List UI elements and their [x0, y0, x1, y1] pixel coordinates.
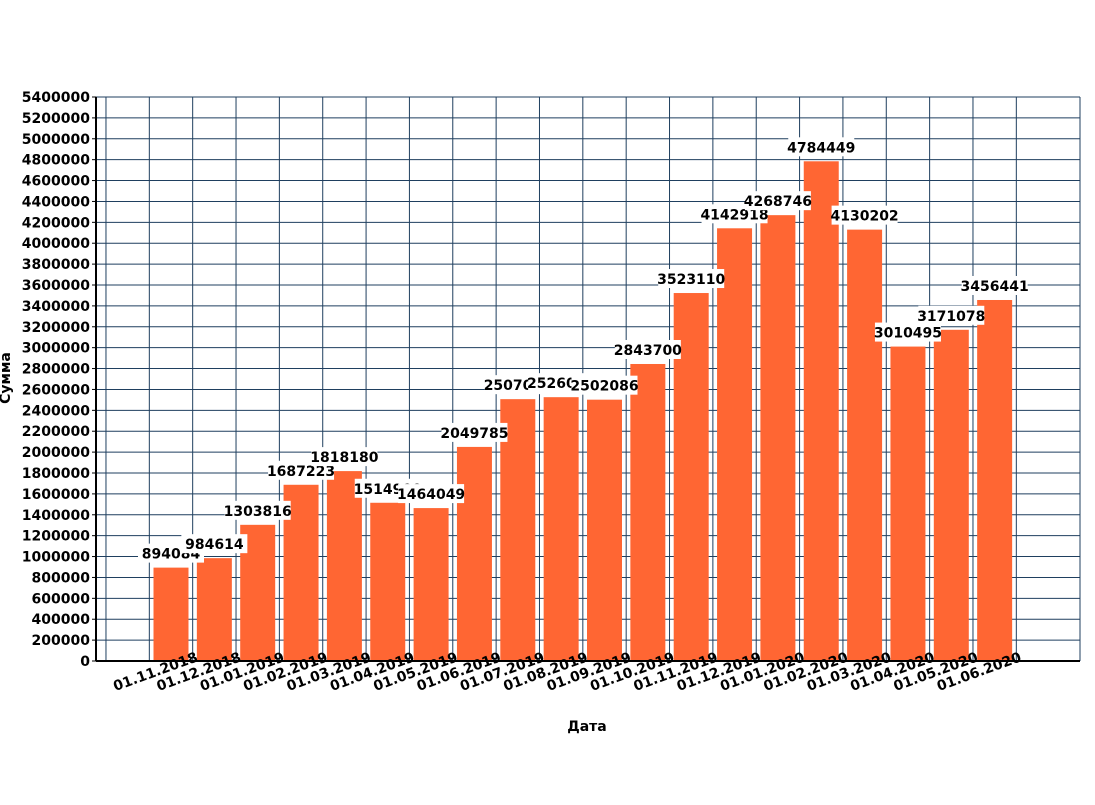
data-label-text: 4142918 — [700, 207, 768, 223]
bar — [803, 161, 839, 661]
bar — [890, 346, 926, 661]
bar — [717, 228, 753, 661]
data-label-text: 3456441 — [961, 279, 1029, 295]
data-label-box — [658, 269, 725, 289]
data-label-text: 1303816 — [224, 504, 292, 520]
data-label-text: 984614 — [185, 537, 244, 553]
y-tick-label: 2400000 — [22, 403, 90, 419]
data-label: 2843700 — [614, 339, 682, 359]
data-label-box — [571, 375, 638, 395]
data-label-text: 3171078 — [917, 309, 985, 325]
bar — [370, 502, 406, 661]
data-label: 1818180 — [310, 447, 379, 467]
y-tick-label: 2200000 — [22, 424, 90, 440]
bar — [196, 558, 232, 661]
data-label-text: 3523110 — [657, 272, 725, 288]
data-label-text: 4130202 — [830, 209, 898, 225]
data-label-text: 4784449 — [787, 140, 855, 156]
data-label: 3171078 — [917, 305, 985, 325]
y-tick-label: 1200000 — [22, 529, 90, 545]
y-tick-label: 3400000 — [22, 299, 90, 315]
y-tick-label: 2000000 — [22, 445, 90, 461]
bar — [413, 508, 449, 661]
bar — [847, 229, 883, 661]
data-label-text: 4268746 — [744, 194, 812, 210]
bar — [500, 399, 536, 661]
data-label-text: 2502086 — [570, 379, 638, 395]
y-tick-label: 2800000 — [22, 362, 90, 378]
bar — [977, 299, 1013, 661]
data-label-text: 1687223 — [267, 464, 335, 480]
y-tick-label: 3000000 — [22, 341, 90, 357]
y-axis-title: Сумма — [0, 352, 14, 404]
y-tick-label: 5400000 — [22, 90, 90, 106]
y-tick-label: 4800000 — [22, 153, 90, 169]
y-tick-label: 4600000 — [22, 174, 90, 190]
y-tick-label: 400000 — [32, 612, 91, 628]
data-label: 1464049 — [397, 484, 465, 504]
data-label: 2502086 — [570, 375, 639, 395]
y-tick-label: 5200000 — [22, 111, 90, 127]
y-tick-label: 600000 — [32, 591, 91, 607]
data-label: 2049785 — [440, 422, 509, 442]
axes — [92, 96, 1080, 662]
y-tick-label: 4200000 — [22, 215, 90, 231]
bar — [630, 363, 666, 661]
data-label: 3523110 — [657, 269, 726, 289]
y-tick-label: 1400000 — [22, 508, 90, 524]
y-tick-label: 5000000 — [22, 132, 90, 148]
data-label-box — [224, 500, 291, 520]
y-tick-label: 4000000 — [22, 236, 90, 252]
data-label-box — [874, 322, 941, 342]
data-label: 4784449 — [787, 137, 855, 157]
y-tick-label: 800000 — [32, 570, 91, 586]
y-tick-labels: 0 200000 400000 600000 800000 1000000 1200000 1… — [22, 90, 90, 670]
data-label-box — [398, 484, 465, 504]
bar — [456, 446, 492, 661]
y-tick-label: 1600000 — [22, 487, 90, 503]
y-tick-label: 200000 — [32, 633, 91, 649]
data-label: 1303816 — [224, 500, 292, 520]
y-tick-label: 2600000 — [22, 382, 90, 398]
y-tick-label: 3600000 — [22, 278, 90, 294]
data-label-box — [441, 422, 508, 442]
y-tick-label: 1000000 — [22, 550, 90, 566]
data-label-box — [831, 205, 898, 225]
data-label-text: 2843700 — [614, 343, 682, 359]
data-label-box — [614, 339, 681, 359]
bar — [543, 397, 579, 661]
data-label-box — [311, 447, 378, 467]
bar — [153, 567, 189, 661]
data-label-box — [961, 275, 1028, 295]
data-label-text: 1464049 — [397, 487, 465, 503]
data-label-box — [788, 137, 855, 157]
data-labels: 8940849846141303816168722318181801514900… — [138, 137, 1029, 563]
bar — [760, 215, 796, 661]
bar — [326, 471, 362, 661]
bar — [587, 399, 622, 661]
data-label-text: 2049785 — [440, 426, 508, 442]
y-tick-label: 1800000 — [22, 466, 90, 482]
y-tick-label: 0 — [80, 654, 90, 670]
data-label-box — [181, 534, 248, 554]
data-label: 4268746 — [744, 191, 812, 211]
data-label: 984614 — [181, 534, 248, 554]
data-label: 4130202 — [830, 205, 899, 225]
data-label-text: 1818180 — [310, 450, 378, 466]
y-tick-label: 3800000 — [22, 257, 90, 273]
y-tick-label: 4400000 — [22, 194, 90, 210]
data-label-box — [918, 305, 985, 325]
data-label: 3010495 — [874, 322, 942, 342]
y-tick-label: 3200000 — [22, 320, 90, 336]
data-label: 3456441 — [961, 275, 1029, 295]
x-axis-title: Дата — [567, 719, 606, 735]
bar — [933, 329, 969, 661]
data-label-box — [744, 191, 811, 211]
data-label-text: 3010495 — [874, 326, 942, 342]
